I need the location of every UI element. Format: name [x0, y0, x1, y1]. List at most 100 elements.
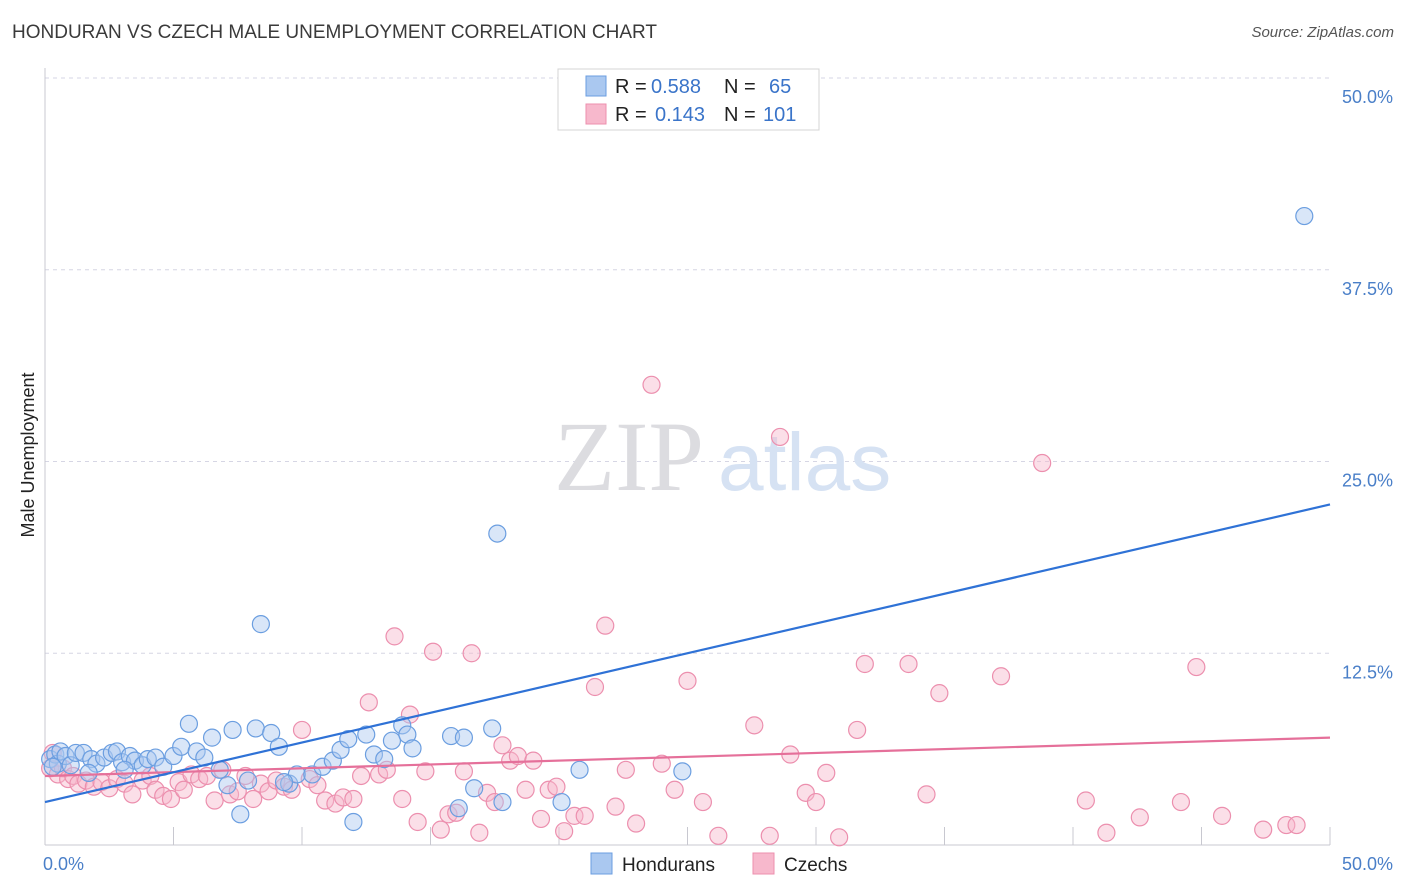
hondurans-point-32 — [251, 615, 270, 634]
legend-swatch-hondurans — [585, 75, 607, 97]
czechs-point-65 — [531, 809, 551, 829]
czechs-point-91 — [855, 654, 874, 674]
hondurans-point-46 — [382, 731, 402, 750]
hondurans-point-37 — [303, 765, 322, 784]
bottom-legend-label-hondurans: Hondurans — [622, 855, 715, 876]
hondurans-point-6 — [66, 743, 85, 763]
czechs-point-52 — [431, 820, 450, 839]
x-tick-label-0: 0.0% — [43, 854, 84, 874]
y-tick-label-2: 37.5% — [1342, 279, 1393, 299]
czechs-point-68 — [555, 822, 574, 841]
chart-title: HONDURAN VS CZECH MALE UNEMPLOYMENT CORR… — [12, 22, 658, 43]
czechs-point-47 — [393, 789, 412, 809]
czechs-point-93 — [917, 785, 936, 804]
hondurans-point-64 — [274, 773, 294, 792]
czechs-point-77 — [652, 754, 671, 773]
czechs-points — [41, 375, 1306, 847]
czechs-point-71 — [585, 677, 605, 697]
czechs-point-42 — [352, 766, 371, 786]
hondurans-trend-line — [44, 503, 1331, 804]
y-tick-labels: 12.5% 25.0% 37.5% 50.0% — [1342, 87, 1393, 682]
series-legend: Hondurans Czechs — [590, 852, 847, 876]
source-label: Source: ZipAtlas.com — [1251, 24, 1394, 41]
czechs-point-79 — [678, 671, 697, 690]
czechs-point-72 — [596, 616, 615, 635]
hondurans-point-27 — [218, 776, 237, 795]
czechs-point-104 — [1277, 815, 1296, 835]
legend-n-label-czechs: N = — [724, 104, 756, 126]
hondurans-point-58 — [570, 760, 589, 779]
czechs-point-98 — [1097, 823, 1116, 842]
x-tick-labels: 0.0% 50.0% — [43, 854, 1393, 874]
czechs-point-43 — [359, 693, 378, 712]
czechs-point-53 — [439, 805, 458, 824]
bottom-legend-label-czechs: Czechs — [784, 855, 847, 876]
hondurans-point-25 — [202, 728, 222, 747]
y-tick-label-1: 25.0% — [1342, 471, 1393, 491]
hondurans-point-43 — [357, 725, 376, 744]
hondurans-point-52 — [454, 728, 474, 747]
czechs-point-73 — [606, 797, 625, 816]
y-tick-label-3: 50.0% — [1342, 87, 1393, 107]
hondurans-point-51 — [449, 799, 468, 818]
legend-r-value-czechs: 0.143 — [655, 104, 705, 126]
czechs-point-84 — [770, 427, 790, 447]
czechs-point-41 — [344, 789, 363, 809]
legend-r-label-czechs: R = — [615, 104, 647, 126]
czechs-point-63 — [516, 780, 535, 799]
czechs-point-101 — [1187, 657, 1206, 677]
czechs-point-37 — [308, 776, 327, 795]
czechs-point-46 — [385, 627, 404, 646]
hondurans-point-29 — [231, 805, 250, 824]
hondurans-point-57 — [552, 792, 571, 812]
czechs-point-86 — [796, 783, 815, 802]
legend-n-value-czechs: 101 — [763, 104, 796, 126]
czechs-point-102 — [1212, 806, 1232, 825]
czechs-point-83 — [760, 826, 779, 845]
gridlines — [45, 77, 1330, 654]
hondurans-point-61 — [43, 757, 62, 776]
czechs-point-82 — [745, 716, 764, 735]
czechs-point-81 — [709, 826, 728, 845]
hondurans-point-45 — [375, 749, 394, 769]
hondurans-point-28 — [223, 720, 242, 740]
czechs-point-57 — [470, 823, 489, 842]
czechs-point-24 — [205, 791, 224, 810]
y-tick-label-0: 12.5% — [1342, 662, 1393, 682]
czechs-point-89 — [830, 828, 849, 847]
czechs-point-94 — [930, 684, 949, 703]
czechs-point-13 — [123, 785, 142, 804]
czechs-point-18 — [161, 789, 181, 809]
czechs-point-78 — [665, 780, 684, 799]
czechs-point-50 — [416, 762, 435, 781]
bottom-legend-swatch-hondurans — [590, 852, 613, 875]
czechs-point-103 — [1254, 820, 1273, 839]
czechs-point-70 — [575, 806, 594, 825]
hondurans-point-55 — [488, 524, 507, 543]
czechs-point-80 — [693, 792, 713, 812]
czechs-point-35 — [292, 720, 312, 740]
hondurans-point-31 — [246, 719, 265, 738]
czechs-point-20 — [174, 780, 193, 799]
czechs-point-29 — [244, 789, 263, 809]
hondurans-point-30 — [238, 771, 258, 790]
hondurans-point-18 — [146, 748, 165, 767]
hondurans-point-33 — [262, 723, 281, 743]
czechs-point-51 — [423, 642, 443, 661]
czechs-point-55 — [454, 762, 474, 781]
czechs-point-75 — [626, 814, 646, 833]
hondurans-point-22 — [179, 714, 199, 733]
hondurans-point-49 — [403, 739, 422, 758]
czechs-point-88 — [817, 763, 836, 783]
y-axis-label: Male Unemployment — [18, 372, 38, 537]
hondurans-point-20 — [164, 746, 183, 766]
czechs-point-92 — [899, 654, 918, 674]
hondurans-point-62 — [79, 763, 98, 783]
hondurans-point-54 — [483, 719, 502, 738]
hondurans-point-17 — [138, 749, 157, 769]
hondurans-point-44 — [364, 745, 384, 764]
hondurans-point-21 — [172, 737, 191, 756]
czechs-point-60 — [493, 736, 512, 755]
trend-lines — [44, 503, 1331, 804]
